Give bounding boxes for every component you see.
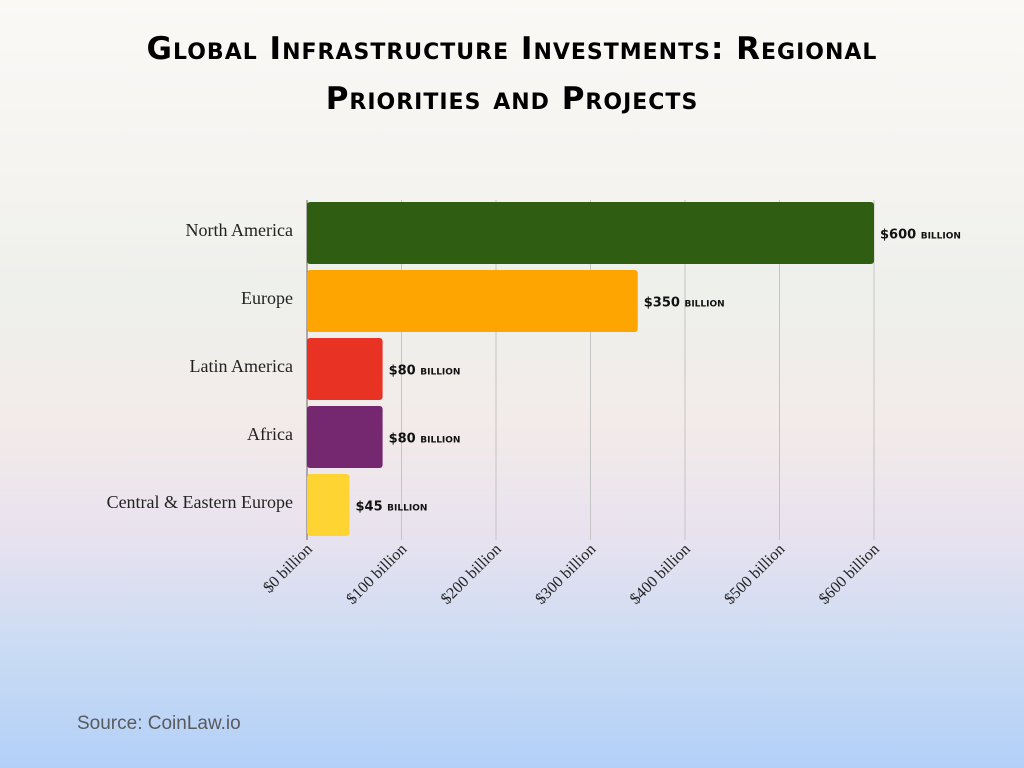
bar (307, 270, 638, 332)
bar (307, 338, 383, 400)
bar (307, 406, 383, 468)
source-note: Source: CoinLaw.io (77, 713, 241, 734)
x-tick-label: $100 billion (343, 541, 410, 608)
x-tick-label: $500 billion (721, 541, 788, 608)
y-tick-label: Europe (241, 288, 293, 308)
value-label: $80 billion (389, 364, 461, 379)
y-tick-label: Central & Eastern Europe (107, 492, 293, 512)
y-tick-label: Latin America (190, 356, 293, 376)
bar (307, 474, 350, 536)
x-tick-label: $400 billion (627, 541, 694, 608)
bar (307, 202, 874, 264)
x-tick-label: $0 billion (260, 541, 316, 597)
y-tick-label: Africa (247, 424, 293, 444)
x-tick-label: $300 billion (532, 541, 599, 608)
value-label: $600 billion (880, 228, 961, 243)
chart-title: Global Infrastructure Investments: Regio… (146, 31, 878, 117)
x-tick-label: $600 billion (816, 541, 883, 608)
value-label: $80 billion (389, 432, 461, 447)
value-label: $350 billion (644, 296, 725, 311)
y-tick-label: North America (186, 220, 293, 240)
x-tick-label: $200 billion (438, 541, 505, 608)
value-label: $45 billion (356, 500, 428, 515)
